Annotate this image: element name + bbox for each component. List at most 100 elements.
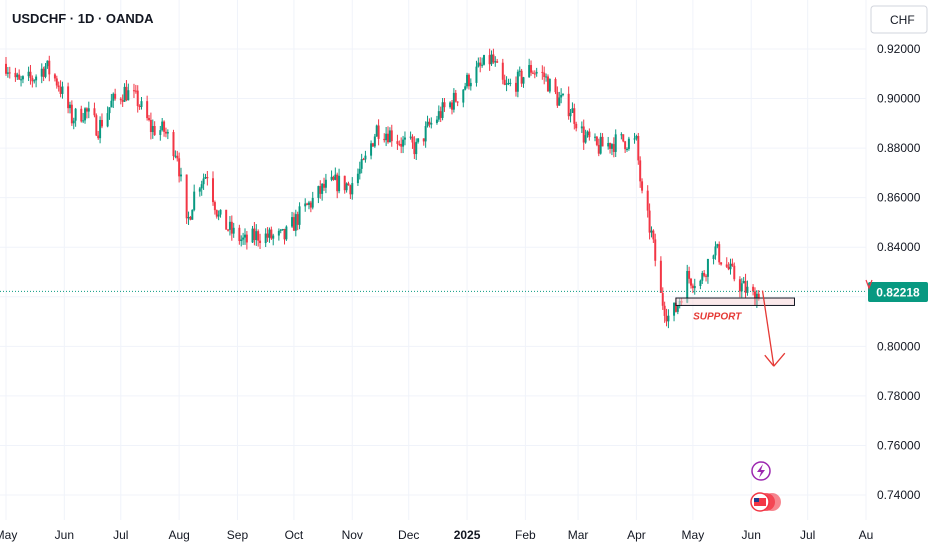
candle	[84, 107, 87, 124]
candle	[53, 73, 56, 82]
candle	[259, 233, 262, 249]
y-tick-label: 0.92000	[877, 42, 921, 56]
candle	[627, 136, 630, 151]
candle	[268, 227, 271, 243]
price-axis[interactable]: 0.920000.900000.880000.860000.840000.820…	[877, 42, 921, 502]
candle	[641, 178, 644, 194]
candle	[614, 129, 617, 158]
lightning-icon[interactable]	[751, 461, 771, 481]
candle	[699, 279, 702, 290]
y-tick-label: 0.80000	[877, 339, 921, 353]
candle	[375, 124, 378, 137]
currency-button[interactable]: CHF	[870, 5, 928, 34]
projection-arrow[interactable]	[761, 290, 786, 367]
candle	[693, 278, 696, 295]
x-tick-label: Jun	[55, 528, 74, 542]
x-tick-label: Jul	[113, 528, 128, 542]
candle	[560, 88, 563, 104]
candle	[665, 308, 668, 327]
candle	[87, 101, 90, 119]
candle	[174, 150, 177, 159]
candle	[213, 200, 216, 215]
candle	[159, 125, 162, 141]
candle	[35, 74, 38, 88]
candle	[215, 209, 218, 219]
candle	[74, 107, 77, 127]
candle	[501, 58, 504, 85]
candle	[727, 262, 730, 271]
candle	[633, 132, 636, 144]
candle	[428, 118, 431, 128]
candle	[496, 58, 499, 63]
candle	[387, 126, 390, 144]
candle	[42, 66, 45, 82]
flag-event-icon[interactable]	[750, 492, 781, 512]
candle	[317, 185, 320, 204]
candle	[178, 152, 181, 183]
x-tick-label: Oct	[285, 528, 304, 542]
candle	[652, 229, 655, 243]
candle	[44, 63, 47, 79]
candle	[40, 63, 43, 84]
candle	[466, 72, 469, 89]
candle	[586, 130, 589, 138]
candle	[543, 66, 546, 85]
x-tick-label: Aug	[168, 528, 189, 542]
candle	[119, 97, 122, 105]
candle	[659, 256, 662, 294]
candle	[255, 224, 258, 246]
candle	[172, 129, 175, 161]
candle	[33, 79, 36, 84]
candle	[185, 174, 188, 224]
x-tick-label: May	[0, 528, 17, 542]
candle	[219, 209, 222, 218]
candle	[530, 60, 533, 76]
candle	[127, 83, 130, 101]
candle	[349, 184, 352, 199]
x-tick-label: Au	[859, 528, 874, 542]
support-zone[interactable]	[675, 297, 795, 306]
candle	[507, 78, 510, 86]
candle	[733, 262, 736, 282]
candle	[740, 278, 743, 298]
y-tick-label: 0.88000	[877, 141, 921, 155]
candle	[584, 129, 587, 144]
candle	[360, 153, 363, 174]
candle	[533, 70, 536, 79]
candle	[134, 84, 137, 94]
chart-grid	[0, 0, 867, 520]
candle	[270, 226, 273, 241]
x-tick-label: Apr	[627, 528, 646, 542]
candle	[309, 200, 312, 213]
candle	[212, 171, 215, 206]
candle	[639, 156, 642, 188]
candle	[227, 228, 230, 232]
candle	[531, 70, 534, 75]
candle	[599, 132, 602, 155]
candle	[371, 142, 374, 147]
candle	[61, 81, 64, 99]
candle	[609, 142, 612, 154]
candle	[362, 157, 365, 161]
candle	[304, 198, 307, 212]
candle	[390, 124, 393, 147]
candle	[68, 101, 71, 114]
candle	[21, 75, 24, 84]
candle	[217, 210, 220, 221]
y-tick-label: 0.90000	[877, 92, 921, 106]
candle	[462, 89, 465, 108]
candle	[277, 228, 280, 241]
candle	[55, 75, 58, 89]
time-axis[interactable]: May Jun Jul Aug Sep Oct Nov Dec 2025 Feb Mar Apr May…	[0, 528, 873, 542]
candle	[204, 173, 207, 180]
candle	[469, 78, 472, 91]
candle	[298, 202, 301, 230]
candle	[228, 216, 231, 236]
chart-title: USDCHF · 1D · OANDA	[12, 11, 154, 26]
candle	[706, 258, 709, 284]
candle	[383, 133, 386, 143]
candle	[166, 129, 169, 140]
candle	[72, 117, 75, 130]
candle	[396, 134, 399, 150]
